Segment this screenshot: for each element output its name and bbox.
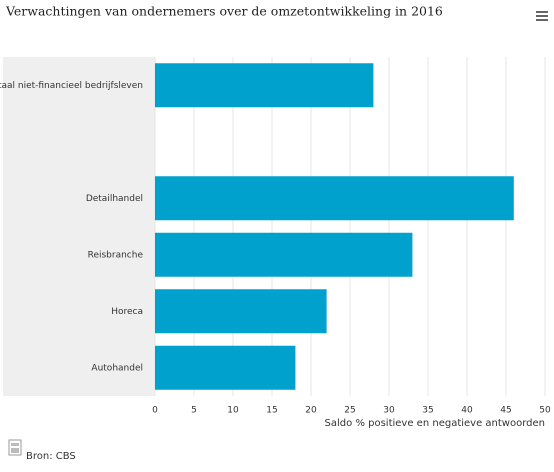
y-tick-label: Detailhandel — [86, 194, 143, 204]
x-tick-label: 30 — [383, 406, 395, 416]
y-tick-label: Autohandel — [91, 363, 143, 373]
bar — [155, 232, 413, 277]
chart-title: Verwachtingen van ondernemers over de om… — [5, 4, 443, 19]
x-tick-label: 0 — [152, 406, 158, 416]
source: Bron: CBS — [26, 451, 76, 462]
x-tick-label: 5 — [191, 406, 197, 416]
x-tick-label: 35 — [422, 406, 433, 416]
x-tick-label: 40 — [461, 406, 473, 416]
y-tick-label: Horeca — [111, 307, 143, 317]
bar — [155, 63, 374, 108]
menu-icon[interactable] — [536, 11, 548, 21]
y-tick-label: Reisbranche — [88, 250, 144, 260]
x-tick-label: 20 — [305, 406, 317, 416]
x-tick-label: 50 — [539, 406, 551, 416]
x-tick-label: 10 — [227, 406, 239, 416]
bar — [155, 345, 296, 390]
source-icon — [8, 439, 22, 456]
x-tick-label: 45 — [500, 406, 511, 416]
x-tick-label: 15 — [266, 406, 277, 416]
y-tick-label: Totaal niet-financieel bedrijfsleven — [0, 81, 143, 91]
x-axis-label: Saldo % positieve en negatieve antwoorde… — [325, 418, 545, 429]
bar — [155, 289, 327, 334]
label-panel — [3, 57, 155, 396]
bar — [155, 176, 514, 221]
x-tick-label: 25 — [344, 406, 355, 416]
